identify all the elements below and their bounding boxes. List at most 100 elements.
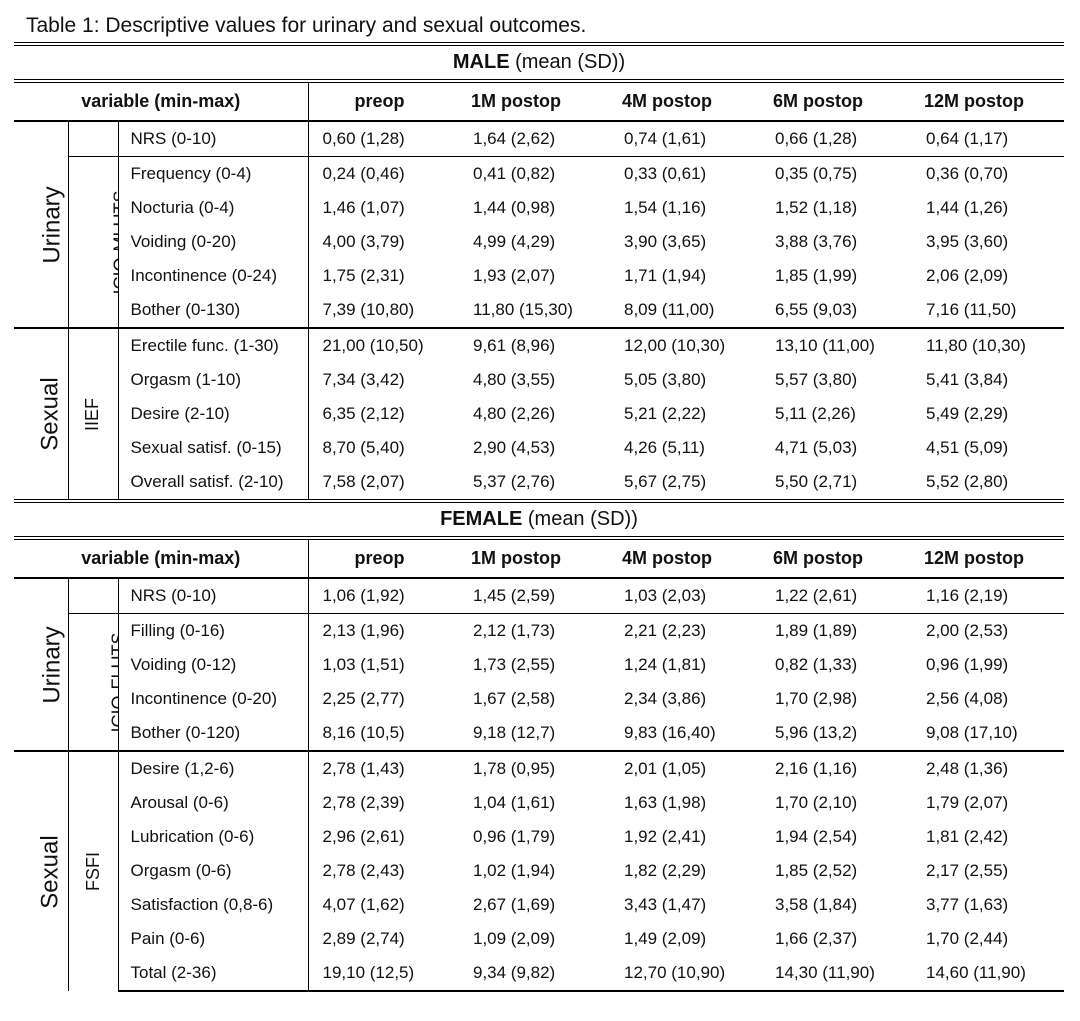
timepoint-header: preop: [308, 536, 459, 578]
value-cell: 9,34 (9,82): [459, 956, 610, 992]
value-cell: 1,70 (2,98): [775, 689, 858, 708]
row-label: Bother (0-130): [118, 293, 309, 328]
timepoint-header: 6M postop: [761, 79, 912, 121]
male-section-title-row: MALE (mean (SD)): [14, 42, 1064, 81]
value-cell: 1,73 (2,55): [473, 655, 556, 674]
value-cell: 1,85 (1,99): [775, 266, 858, 285]
value-cell: 2,13 (1,96): [308, 613, 459, 648]
value-cell: 4,51 (5,09): [926, 438, 1009, 457]
row-label: Satisfaction (0,8-6): [118, 888, 309, 922]
value-cell: 1,16 (2,19): [912, 577, 1064, 614]
value-cell: 1,54 (1,16): [624, 198, 707, 217]
sexual-label: Sexual: [36, 834, 64, 909]
value-cell: 3,90 (3,65): [624, 232, 707, 251]
value-cell: 1,85 (2,52): [775, 861, 858, 880]
row-label: Orgasm (1-10): [118, 363, 309, 397]
table-row: Voiding (0-12) 1,03 (1,51) 1,73 (2,55) 1,24…: [14, 648, 1064, 682]
row-label: Incontinence (0-20): [118, 682, 309, 716]
row-label: Lubrication (0-6): [118, 820, 309, 854]
timepoint-header: 1M postop: [459, 536, 610, 578]
value-cell: 0,36 (0,70): [912, 156, 1064, 191]
table-row: Total (2-36) 19,10 (12,5) 9,34 (9,82) 12,70…: [14, 956, 1064, 992]
value-cell: 0,74 (1,61): [610, 120, 761, 157]
male-section-title: MALE (mean (SD)): [14, 42, 1064, 81]
value-cell: 1,22 (2,61): [761, 577, 912, 614]
sexual-scale-name: IIEF: [82, 397, 103, 431]
value-cell: 2,78 (2,39): [322, 793, 405, 812]
value-cell: 1,67 (2,58): [473, 689, 556, 708]
table-row: Pain (0-6) 2,89 (2,74) 1,09 (2,09) 1,49 (2,…: [14, 922, 1064, 956]
table-row: Overall satisf. (2-10) 7,58 (2,07) 5,37 (2…: [14, 465, 1064, 502]
timepoint-header: 12M postop: [912, 536, 1064, 578]
row-label: Erectile func. (1-30): [118, 327, 309, 363]
value-cell: 2,16 (1,16): [761, 750, 912, 786]
timepoint-header: 12M postop: [912, 79, 1064, 121]
value-cell: 1,24 (1,81): [624, 655, 707, 674]
urinary-label: Urinary: [38, 185, 66, 264]
row-label: Frequency (0-4): [118, 156, 309, 191]
value-cell: 7,39 (10,80): [322, 300, 415, 319]
table-row: Nocturia (0-4) 1,46 (1,07) 1,44 (0,98) 1,54…: [14, 191, 1064, 225]
female-header-row: variable (min-max) preop 1M postop 4M posto…: [14, 536, 1064, 578]
value-cell: 1,09 (2,09): [473, 929, 556, 948]
table-caption: Table 1: Descriptive values for urinary …: [26, 14, 587, 37]
female-title-bold: FEMALE: [440, 508, 523, 530]
table-row: Orgasm (1-10) 7,34 (3,42) 4,80 (3,55) 5,05 …: [14, 363, 1064, 397]
value-cell: 7,58 (2,07): [308, 465, 459, 502]
value-cell: 1,92 (2,41): [624, 827, 707, 846]
value-cell: 6,55 (9,03): [775, 300, 858, 319]
value-cell: 12,70 (10,90): [610, 956, 761, 992]
value-cell: 13,10 (11,00): [761, 327, 912, 363]
value-cell: 4,26 (5,11): [624, 438, 705, 457]
female-section-title-row: FEMALE (mean (SD)): [14, 499, 1064, 538]
timepoint-header: 4M postop: [610, 79, 761, 121]
female-section-title: FEMALE (mean (SD)): [14, 499, 1064, 538]
female-urinary-scale-label: ICIQ-FLUTS: [68, 613, 119, 751]
timepoint-header: 6M postop: [761, 536, 912, 578]
value-cell: 2,48 (1,36): [912, 750, 1064, 786]
value-cell: 2,56 (4,08): [926, 689, 1009, 708]
value-cell: 2,06 (2,09): [926, 266, 1009, 285]
value-cell: 11,80 (10,30): [912, 327, 1064, 363]
urinary-scale-name: ICIQ-MLUTS: [110, 189, 118, 295]
value-cell: 6,35 (2,12): [322, 404, 405, 423]
value-cell: 1,66 (2,37): [775, 929, 858, 948]
table-row: ICIQ-FLUTS Filling (0-16) 2,13 (1,96) 2,12 …: [14, 613, 1064, 751]
value-cell: 21,00 (10,50): [308, 327, 459, 363]
table-row: Incontinence (0-24) 1,75 (2,31) 1,93 (2,07…: [14, 259, 1064, 293]
value-cell: 8,16 (10,5): [322, 723, 405, 742]
value-cell: 14,60 (11,90): [912, 956, 1064, 992]
value-cell: 1,93 (2,07): [473, 266, 556, 285]
male-urinary-scale-label: ICIQ-MLUTS: [68, 156, 119, 328]
value-cell: 4,71 (5,03): [775, 438, 858, 457]
value-cell: 9,61 (8,96): [459, 327, 610, 363]
empty-scale-cell: [68, 120, 119, 157]
value-cell: 5,57 (3,80): [775, 370, 858, 389]
table-row: Bother (0-120) 8,16 (10,5) 9,18 (12,7) 9,83…: [14, 716, 1064, 751]
timepoint-header: preop: [308, 79, 459, 121]
value-cell: 0,82 (1,33): [775, 655, 858, 674]
value-cell: 8,70 (5,40): [322, 438, 405, 457]
value-cell: 11,80 (15,30): [473, 300, 573, 319]
value-cell: 12,00 (10,30): [610, 327, 761, 363]
row-label: Voiding (0-12): [118, 648, 309, 682]
female-sexual-domain-label: Sexual: [14, 750, 69, 991]
table-row: ICIQ-MLUTS Frequency (0-4) 0,24 (0,46) 0,41…: [14, 156, 1064, 328]
document: Table 1: Descriptive values for urinary …: [14, 12, 1064, 992]
value-cell: 0,96 (1,79): [473, 827, 556, 846]
value-cell: 1,71 (1,94): [624, 266, 707, 285]
row-label: Arousal (0-6): [118, 786, 309, 820]
value-cell: 1,46 (1,07): [322, 198, 405, 217]
value-cell: 3,77 (1,63): [926, 895, 1009, 914]
table-row: Orgasm (0-6) 2,78 (2,43) 1,02 (1,94) 1,82 (…: [14, 854, 1064, 888]
row-label: Overall satisf. (2-10): [118, 465, 309, 502]
value-cell: 2,89 (2,74): [322, 929, 405, 948]
value-cell: 8,09 (11,00): [624, 300, 715, 319]
outcomes-table: MALE (mean (SD)) variable (min-max) preop 1…: [14, 42, 1064, 992]
value-cell: 3,95 (3,60): [926, 232, 1009, 251]
value-cell: 2,01 (1,05): [610, 750, 761, 786]
table-row: Urinary NRS (0-10) 0,60 (1,28) 1,64 (2,62) 0…: [14, 120, 1064, 328]
row-label: Orgasm (0-6): [118, 854, 309, 888]
row-label: NRS (0-10): [118, 577, 309, 614]
value-cell: 2,21 (2,23): [610, 613, 761, 648]
